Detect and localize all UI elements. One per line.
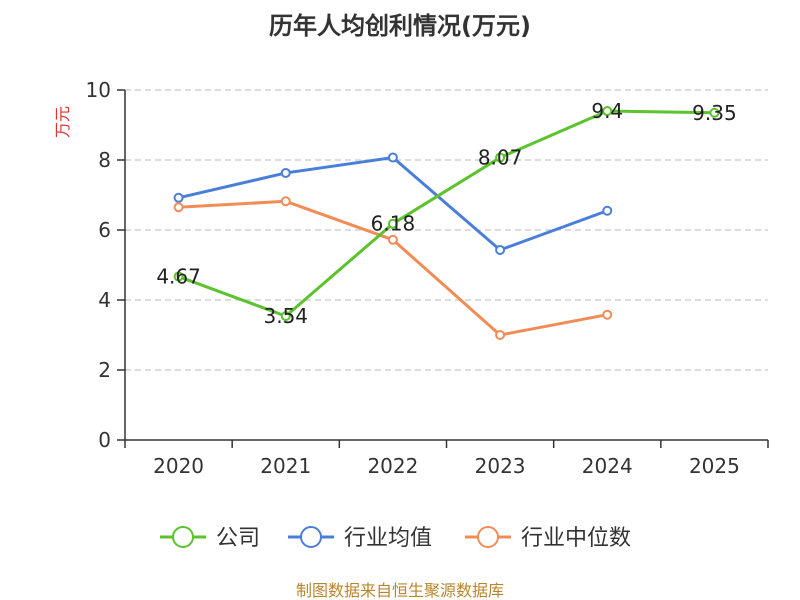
chart-title: 历年人均创利情况(万元) [269,12,531,40]
legend-label: 行业均值 [344,526,432,551]
x-tick-label: 2025 [689,454,740,478]
grid [125,89,768,371]
x-tick-label: 2024 [582,454,633,478]
axes: 0 2 4 6 8 10 2020 2021 2022 2023 2024 2025 [86,78,769,478]
data-point [387,152,398,163]
data-point [602,106,613,116]
data-point [495,330,506,340]
data-point [280,196,291,207]
data-label: 6.18 [371,212,416,236]
y-tick-label: 2 [98,358,111,382]
legend-label: 公司 [216,526,260,551]
y-tick-label: 6 [98,218,111,242]
y-axis-label: 万元 [53,106,72,138]
data-labels: 4.67 3.54 6.18 8.07 9.4 9.35 [156,99,736,328]
series [173,106,720,340]
y-tick-label: 4 [98,288,111,312]
legend: 公司 行业均值 行业中位数 [160,526,631,551]
y-tick-label: 0 [98,428,111,452]
y-tick-label: 8 [98,148,111,172]
data-point [280,167,291,178]
x-tick-label: 2020 [153,454,204,478]
data-label: 9.4 [591,99,623,123]
data-label: 9.35 [692,101,737,125]
data-point [280,311,291,322]
legend-marker [477,526,499,548]
legend-label: 行业中位数 [521,526,631,551]
data-point [173,271,184,282]
legend-marker [300,526,322,548]
data-label: 8.07 [478,146,523,170]
x-tick-label: 2023 [475,454,526,478]
data-point [602,309,613,320]
series-line [178,109,715,318]
legend-marker [172,526,194,548]
data-point [387,218,398,229]
data-point [173,202,184,213]
data-point [495,152,506,163]
source-note: 制图数据来自恒生聚源数据库 [296,581,504,600]
data-label: 3.54 [263,304,308,328]
data-label: 4.67 [156,265,201,289]
data-point [387,234,398,245]
data-point [602,205,613,216]
data-point [709,107,720,118]
data-point [173,192,184,203]
y-tick-label: 10 [86,78,111,102]
data-point [495,244,506,255]
x-tick-label: 2021 [260,454,311,478]
x-tick-label: 2022 [367,454,418,478]
